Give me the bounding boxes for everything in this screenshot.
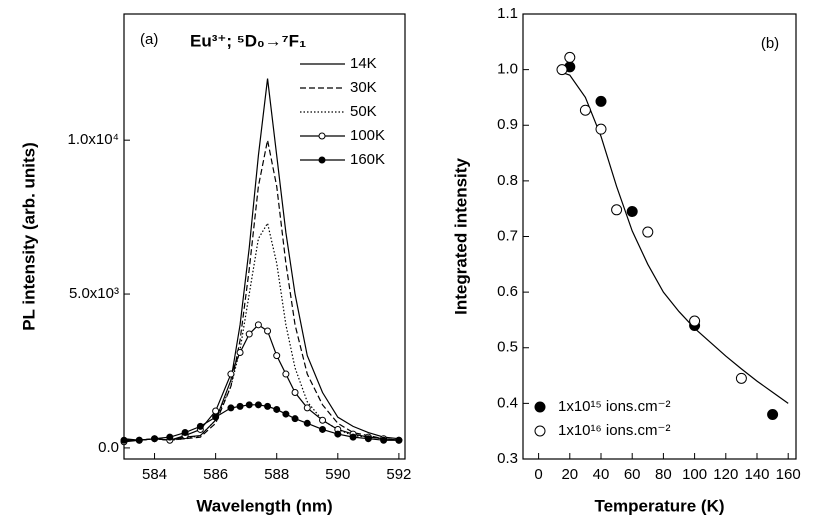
marker [120,436,128,444]
x-axis-title: Wavelength (nm) [196,496,332,515]
marker [236,402,244,410]
plot-frame [522,13,797,460]
y-axis-title: Integrated intensity [451,158,470,315]
marker [291,415,299,423]
data-line [123,78,399,441]
fit-curve [561,71,789,404]
marker [303,419,311,427]
data-line [124,140,399,441]
marker [196,422,204,430]
marker [319,416,327,424]
x-tick-label: 100 [682,466,707,483]
marker [212,407,220,415]
marker [735,372,747,384]
annotation: Eu³⁺; ⁵D₀→⁷F₁ [190,31,306,50]
x-tick-label: 590 [325,466,350,483]
legend-label: 30K [350,79,377,96]
marker [227,404,235,412]
marker [273,352,281,360]
marker [334,430,342,438]
y-tick-label: 0.0 [98,439,119,456]
legend-marker [534,425,546,437]
y-tick-label: 1.1 [497,5,518,22]
x-tick-label: 60 [624,466,641,483]
data-line [124,221,399,441]
x-tick-label: 0 [534,466,542,483]
marker [556,64,568,76]
marker [303,404,311,412]
x-tick-label: 140 [744,466,769,483]
marker [364,435,372,443]
marker [595,95,607,107]
marker [689,315,701,327]
marker [135,436,143,444]
marker [282,370,290,378]
y-tick-label: 0.6 [497,283,518,300]
y-tick-label: 0.9 [497,116,518,133]
marker [380,436,388,444]
marker [291,389,299,397]
marker [166,433,174,441]
marker [151,435,159,443]
annotation: (a) [140,31,158,48]
marker [642,226,654,238]
marker [767,409,779,420]
marker [254,321,262,329]
marker [245,401,253,409]
x-tick-label: 120 [713,466,738,483]
marker [181,429,189,437]
marker [564,51,576,63]
marker [395,436,403,444]
y-tick-label: 5.0x10³ [69,285,119,302]
x-tick-label: 586 [203,466,228,483]
x-tick-label: 160 [776,466,801,483]
y-tick-label: 0.5 [497,339,518,356]
legend-label: 14K [350,55,377,72]
legend-marker [534,401,546,413]
y-tick-label: 0.8 [497,172,518,189]
legend-label: 1x10¹⁶ ions.cm⁻² [558,422,670,439]
x-tick-label: 80 [655,466,672,483]
marker [236,349,244,357]
legend-label: 160K [350,151,385,168]
marker [611,204,623,216]
marker [254,401,262,409]
marker [264,327,272,335]
marker [626,205,638,217]
marker [245,330,253,338]
legend-label: 1x10¹⁵ ions.cm⁻² [558,398,671,415]
marker [282,410,290,418]
y-tick-label: 1.0 [497,61,518,78]
data-line [124,404,399,441]
marker [319,425,327,433]
annotation: (b) [761,35,779,52]
data-line [123,324,399,443]
legend-label: 50K [350,103,377,120]
x-tick-label: 40 [593,466,610,483]
y-axis-title: PL intensity (arb. units) [19,142,38,331]
x-axis-title: Temperature (K) [594,496,724,515]
y-tick-label: 0.7 [497,227,518,244]
legend-marker [318,132,326,140]
marker [212,413,220,421]
marker [264,402,272,410]
y-tick-label: 1.0x10⁴ [68,131,119,148]
plot-frame [123,13,406,460]
y-tick-label: 0.4 [497,394,518,411]
marker [579,104,591,116]
marker [273,405,281,413]
legend-label: 100K [350,127,385,144]
y-tick-label: 0.3 [497,450,518,467]
marker [595,123,607,135]
legend-marker [318,156,326,164]
x-tick-label: 592 [386,466,411,483]
marker [349,433,357,441]
x-tick-label: 588 [264,466,289,483]
x-tick-label: 20 [561,466,578,483]
x-tick-label: 584 [142,466,167,483]
marker [227,370,235,378]
